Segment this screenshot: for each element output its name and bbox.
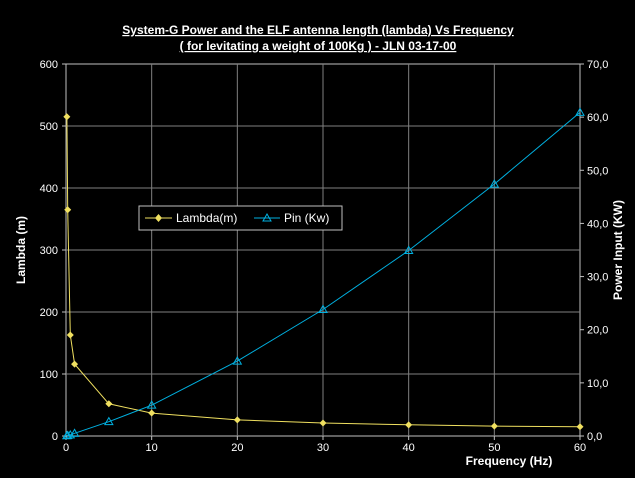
data-point-lambda [63,113,71,121]
y-right-tick-label: 10,0 [587,378,608,390]
legend-pin-marker [262,212,272,222]
legend-box [138,205,343,231]
y-left-tick-label: 300 [40,245,58,257]
y-right-tick-label: 60,0 [587,112,608,124]
data-point-pin [65,429,76,439]
x-tick-label: 40 [403,442,415,454]
chart-subtitle: ( for levitating a weight of 100Kg ) - J… [180,39,457,53]
data-point-lambda [64,206,72,214]
y-left-axis: 0 100 200 300 400 500 600 [40,59,66,443]
x-tick-label: 60 [574,442,586,454]
y-left-tick-label: 0 [52,431,58,443]
y-right-axis-label: Power Input (KW) [611,200,625,300]
y-right-tick-label: 0,0 [587,431,602,443]
y-left-tick-label: 500 [40,121,58,133]
y-left-tick-label: 400 [40,183,58,195]
x-tick-label: 50 [488,442,500,454]
data-point-lambda [405,421,413,429]
data-point-pin [318,304,328,314]
x-tick-label: 10 [146,442,158,454]
data-point-lambda [66,331,74,339]
chart-title: System-G Power and the ELF antenna lengt… [122,23,514,37]
data-point-lambda [233,416,241,424]
y-right-tick-label: 70,0 [587,59,608,71]
data-point-lambda [490,422,498,430]
data-point-lambda [319,419,327,427]
data-point-pin [232,356,243,365]
series-layer [61,107,585,440]
data-point-pin [69,428,80,437]
data-point-pin [575,107,585,116]
legend-lambda-label: Lambda(m) [176,211,237,225]
y-right-tick-label: 40,0 [587,218,608,230]
data-point-pin [489,179,500,188]
data-point-lambda [71,360,79,368]
y-right-axis: 0,0 10,0 20,0 30,0 40,0 50,0 60,0 70,0 [580,59,608,443]
y-right-tick-label: 30,0 [587,272,608,284]
y-left-tick-label: 200 [40,307,58,319]
data-point-pin [146,400,157,409]
x-axis: 0 10 20 30 40 50 60 [63,436,586,454]
x-tick-label: 20 [231,442,243,454]
data-point-pin [103,416,114,426]
y-right-tick-label: 20,0 [587,325,608,337]
grid-lines [66,64,580,436]
x-tick-label: 30 [317,442,329,454]
legend: Lambda(m) Pin (Kw) [138,205,343,231]
y-left-tick-label: 100 [40,369,58,381]
legend-lambda-marker [155,214,162,222]
data-point-lambda [576,423,584,431]
legend-pin-label: Pin (Kw) [284,211,329,225]
data-point-lambda [105,400,113,408]
y-right-tick-label: 50,0 [587,165,608,177]
x-tick-label: 0 [63,442,69,454]
y-left-tick-label: 600 [40,59,58,71]
data-point-lambda [148,409,156,417]
x-axis-label: Frequency (Hz) [466,454,553,468]
y-left-axis-label: Lambda (m) [14,216,28,284]
data-point-pin [403,245,414,255]
data-point-pin [62,430,73,439]
